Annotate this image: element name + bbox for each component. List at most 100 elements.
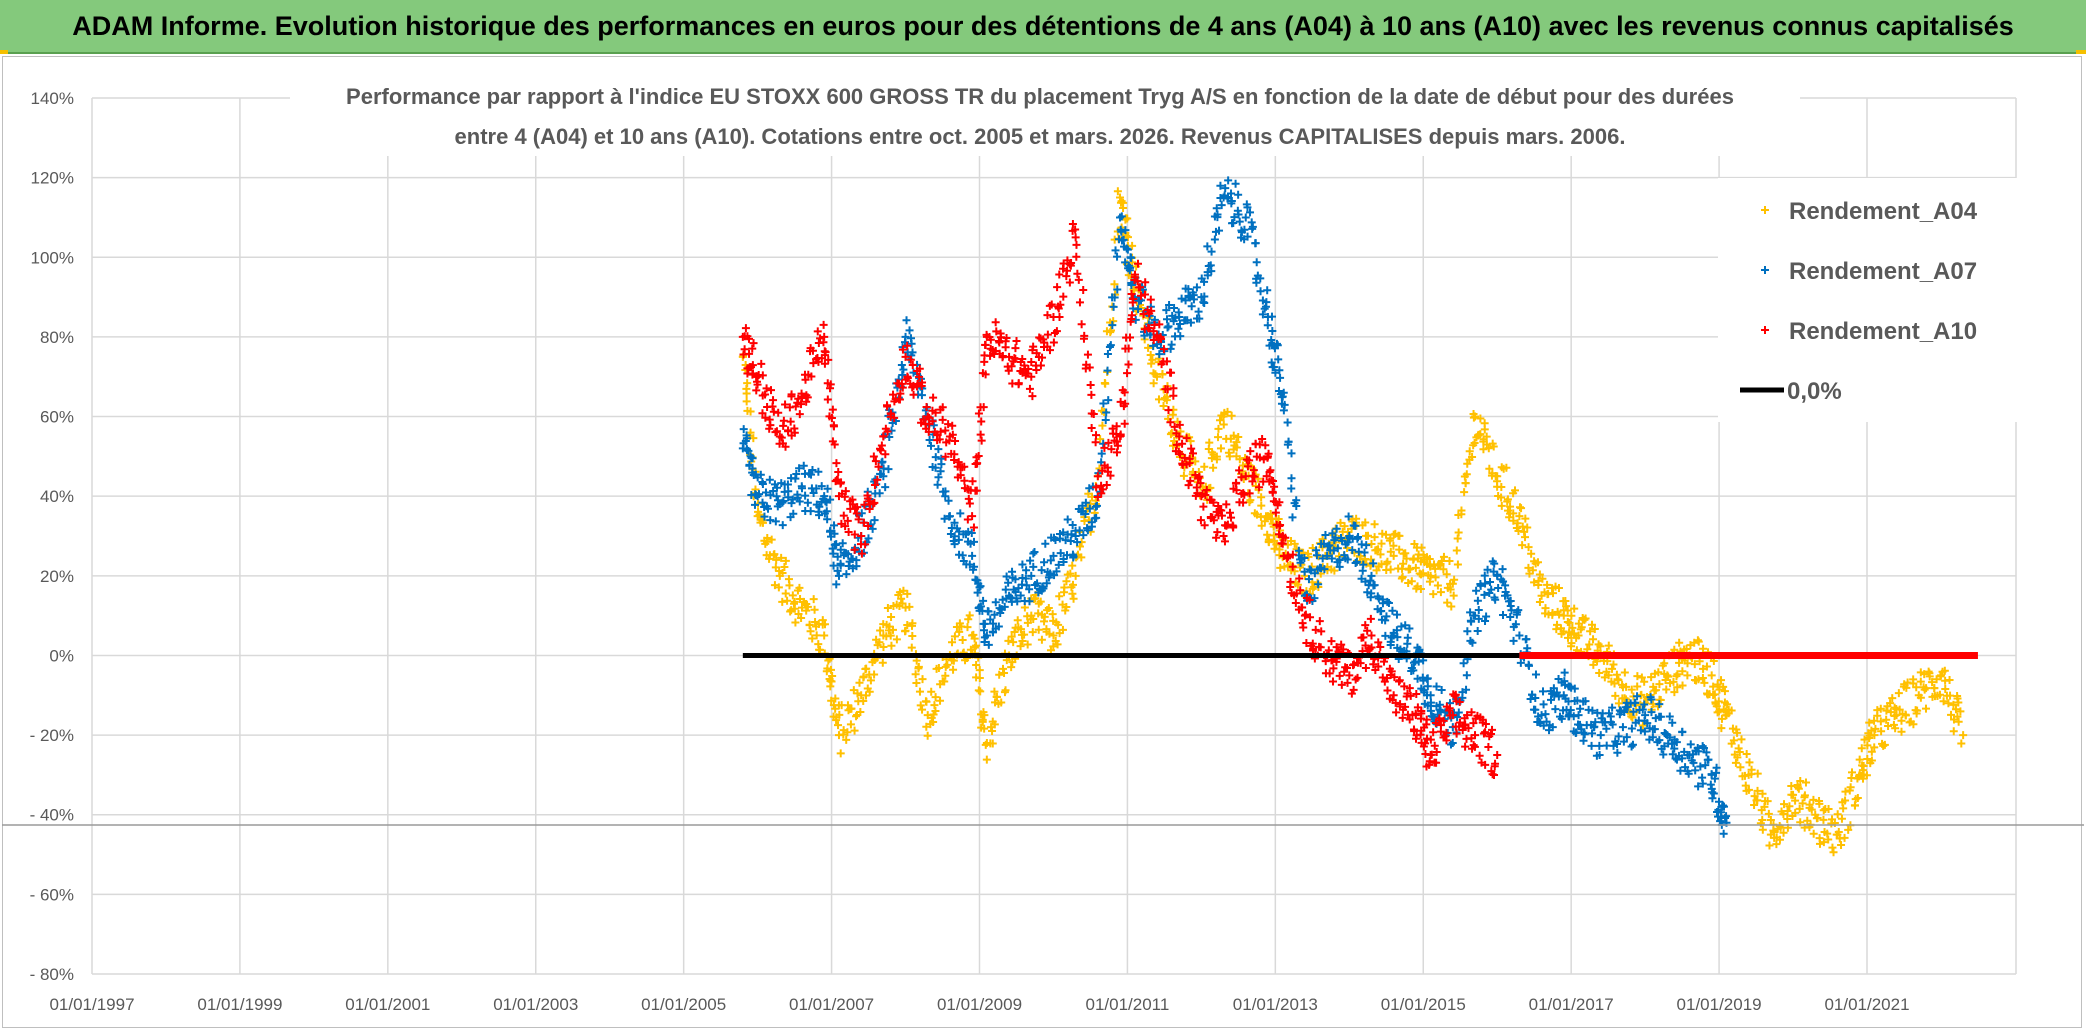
data-point xyxy=(1494,583,1503,592)
data-point xyxy=(784,427,793,436)
data-point xyxy=(1264,538,1273,547)
data-point xyxy=(1503,591,1512,600)
data-point xyxy=(1589,660,1598,669)
data-point xyxy=(1073,538,1082,547)
data-point xyxy=(1721,813,1730,822)
data-point xyxy=(1013,597,1022,606)
data-point xyxy=(1109,302,1118,311)
data-point xyxy=(812,631,821,640)
data-point xyxy=(1481,728,1490,737)
data-point xyxy=(1445,557,1454,566)
data-point xyxy=(1423,682,1432,691)
data-point xyxy=(1113,187,1122,196)
data-point xyxy=(934,473,943,482)
data-point xyxy=(1922,684,1931,693)
data-point xyxy=(1162,396,1171,405)
data-point xyxy=(1059,528,1068,537)
data-point xyxy=(908,632,917,641)
data-point xyxy=(992,692,1001,701)
data-point xyxy=(1579,736,1588,745)
data-point xyxy=(1640,727,1649,736)
y-tick-label: 140% xyxy=(31,89,74,108)
data-point xyxy=(1257,501,1266,510)
data-point xyxy=(1158,370,1167,379)
data-point xyxy=(1581,697,1590,706)
data-point xyxy=(1111,246,1120,255)
data-point xyxy=(1630,698,1639,707)
data-point xyxy=(1516,658,1525,667)
data-point xyxy=(1409,658,1418,667)
data-point xyxy=(1912,683,1921,692)
data-point xyxy=(887,613,896,622)
data-point xyxy=(795,410,804,419)
data-point xyxy=(1263,286,1272,295)
data-point xyxy=(1891,724,1900,733)
data-point xyxy=(1824,835,1833,844)
data-point xyxy=(879,642,888,651)
data-point xyxy=(1376,642,1385,651)
data-point xyxy=(1370,520,1379,529)
data-point xyxy=(1681,763,1690,772)
data-point xyxy=(857,549,866,558)
data-point xyxy=(1325,541,1334,550)
data-point xyxy=(1300,567,1309,576)
data-point xyxy=(1541,604,1550,613)
data-point xyxy=(956,509,965,518)
data-point xyxy=(970,562,979,571)
legend-label: 0,0% xyxy=(1787,378,1842,405)
data-point xyxy=(1481,616,1490,625)
data-point xyxy=(853,689,862,698)
data-point xyxy=(1281,533,1290,542)
data-point xyxy=(761,390,770,399)
data-point xyxy=(1395,676,1404,685)
data-point xyxy=(1071,571,1080,580)
data-point xyxy=(1951,705,1960,714)
data-point xyxy=(861,502,870,511)
data-point xyxy=(1580,730,1589,739)
data-point xyxy=(1690,660,1699,669)
data-point xyxy=(934,445,943,454)
data-point xyxy=(1567,611,1576,620)
data-point xyxy=(1327,637,1336,646)
data-point xyxy=(1243,232,1252,241)
data-point xyxy=(1886,699,1895,708)
data-point xyxy=(1941,684,1950,693)
data-point xyxy=(819,338,828,347)
data-point xyxy=(881,450,890,459)
data-point xyxy=(1195,472,1204,481)
data-point xyxy=(761,413,770,422)
data-point xyxy=(1162,306,1171,315)
data-point xyxy=(1099,399,1108,408)
data-point xyxy=(1329,664,1338,673)
data-point xyxy=(1321,531,1330,540)
data-point xyxy=(1620,707,1629,716)
x-tick-label: 01/01/2021 xyxy=(1824,995,1909,1014)
data-point xyxy=(749,339,758,348)
data-point xyxy=(1535,718,1544,727)
data-point xyxy=(1614,732,1623,741)
data-point xyxy=(778,597,787,606)
data-point xyxy=(1627,712,1636,721)
data-point xyxy=(1945,676,1954,685)
data-point xyxy=(1248,222,1257,231)
data-point xyxy=(936,696,945,705)
data-point xyxy=(1230,213,1239,222)
data-point xyxy=(968,551,977,560)
data-point xyxy=(1200,277,1209,286)
data-point xyxy=(1266,466,1275,475)
data-point xyxy=(1343,664,1352,673)
data-point xyxy=(1608,664,1617,673)
data-point xyxy=(1392,610,1401,619)
data-point xyxy=(821,348,830,357)
data-point xyxy=(1684,769,1693,778)
data-point xyxy=(960,462,969,471)
data-point xyxy=(1897,727,1906,736)
data-point xyxy=(1245,456,1254,465)
data-point xyxy=(1656,696,1665,705)
data-point xyxy=(1245,489,1254,498)
data-point xyxy=(958,636,967,645)
data-point xyxy=(898,345,907,354)
data-point xyxy=(830,529,839,538)
data-point xyxy=(1361,518,1370,527)
